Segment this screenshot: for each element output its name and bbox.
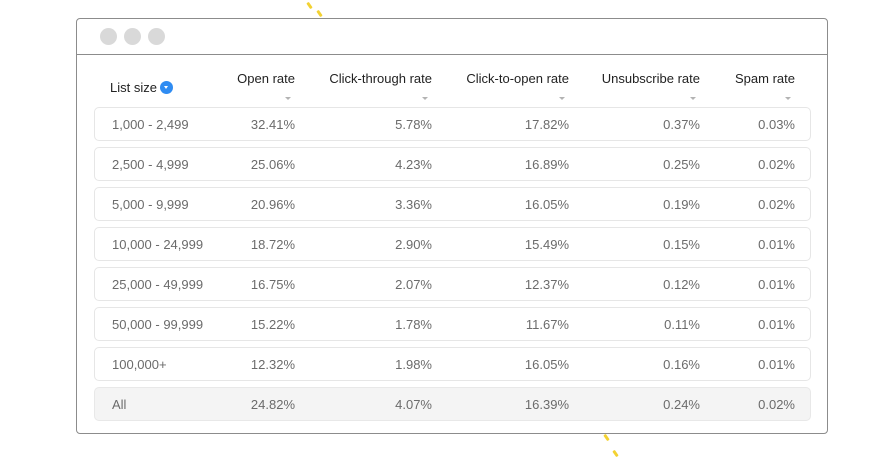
column-header-open-rate[interactable]: Open rate bbox=[237, 71, 295, 86]
cell-click-to-open-rate: 11.67% bbox=[525, 317, 569, 332]
cell-unsubscribe-rate: 0.16% bbox=[663, 357, 700, 372]
decoration-dash bbox=[603, 433, 610, 442]
table-header: List size Open rate Click-through rate C… bbox=[77, 55, 827, 107]
column-header-label: Unsubscribe rate bbox=[601, 71, 700, 86]
cell-spam-rate: 0.02% bbox=[758, 397, 795, 412]
column-header-unsubscribe-rate[interactable]: Unsubscribe rate bbox=[602, 71, 700, 86]
cell-unsubscribe-rate: 0.11% bbox=[664, 317, 700, 332]
window-dot-maximize[interactable] bbox=[148, 28, 165, 45]
column-header-label: Click-through rate bbox=[329, 71, 432, 86]
column-header-click-through-rate[interactable]: Click-through rate bbox=[329, 71, 432, 86]
cell-open-rate: 16.75% bbox=[250, 277, 295, 292]
cell-list-size: 100,000+ bbox=[112, 357, 167, 372]
table-total-row: All 24.82% 4.07% 16.39% 0.24% 0.02% bbox=[94, 387, 811, 421]
cell-click-to-open-rate: 12.37% bbox=[524, 277, 569, 292]
sort-caret-icon[interactable] bbox=[690, 97, 696, 100]
cell-spam-rate: 0.01% bbox=[758, 277, 795, 292]
cell-click-through-rate: 2.90% bbox=[395, 237, 432, 252]
cell-spam-rate: 0.03% bbox=[758, 117, 795, 132]
column-header-label: Click-to-open rate bbox=[466, 71, 569, 86]
table-row: 100,000+ 12.32% 1.98% 16.05% 0.16% 0.01% bbox=[94, 347, 811, 381]
browser-window: List size Open rate Click-through rate C… bbox=[76, 18, 828, 434]
cell-click-to-open-rate: 16.89% bbox=[524, 157, 569, 172]
cell-list-size: 10,000 - 24,999 bbox=[112, 237, 204, 252]
column-header-label: List size bbox=[110, 80, 157, 95]
cell-open-rate: 32.41% bbox=[250, 117, 295, 132]
cell-click-through-rate: 1.98% bbox=[395, 357, 432, 372]
cell-unsubscribe-rate: 0.25% bbox=[663, 157, 700, 172]
cell-click-to-open-rate: 17.82% bbox=[524, 117, 569, 132]
sort-caret-icon[interactable] bbox=[559, 97, 565, 100]
cell-click-through-rate: 3.36% bbox=[395, 197, 432, 212]
table-row: 2,500 - 4,999 25.06% 4.23% 16.89% 0.25% … bbox=[94, 147, 811, 181]
table-row: 50,000 - 99,999 15.22% 1.78% 11.67% 0.11… bbox=[94, 307, 811, 341]
cell-unsubscribe-rate: 0.37% bbox=[663, 117, 700, 132]
sort-caret-icon[interactable] bbox=[285, 97, 291, 100]
cell-click-to-open-rate: 16.39% bbox=[524, 397, 569, 412]
cell-spam-rate: 0.02% bbox=[758, 157, 795, 172]
cell-click-through-rate: 4.07% bbox=[395, 397, 432, 412]
cell-spam-rate: 0.02% bbox=[758, 197, 795, 212]
sort-caret-icon[interactable] bbox=[422, 97, 428, 100]
cell-list-size: All bbox=[112, 397, 127, 412]
cell-open-rate: 15.22% bbox=[250, 317, 295, 332]
cell-unsubscribe-rate: 0.15% bbox=[663, 237, 700, 252]
cell-open-rate: 24.82% bbox=[250, 397, 295, 412]
cell-list-size: 50,000 - 99,999 bbox=[112, 317, 204, 332]
sort-descending-icon[interactable] bbox=[159, 81, 173, 94]
cell-click-to-open-rate: 15.49% bbox=[524, 237, 569, 252]
window-dot-minimize[interactable] bbox=[124, 28, 141, 45]
decoration-dash bbox=[306, 1, 313, 10]
cell-click-through-rate: 1.78% bbox=[395, 317, 432, 332]
column-header-spam-rate[interactable]: Spam rate bbox=[735, 71, 795, 86]
cell-list-size: 25,000 - 49,999 bbox=[112, 277, 204, 292]
decoration-dash bbox=[612, 449, 619, 458]
table-row: 1,000 - 2,499 32.41% 5.78% 17.82% 0.37% … bbox=[94, 107, 811, 141]
cell-unsubscribe-rate: 0.24% bbox=[663, 397, 700, 412]
cell-click-through-rate: 2.07% bbox=[395, 277, 432, 292]
decoration-dash bbox=[316, 9, 323, 18]
cell-list-size: 2,500 - 4,999 bbox=[112, 157, 189, 172]
column-header-click-to-open-rate[interactable]: Click-to-open rate bbox=[466, 71, 569, 86]
table-row: 25,000 - 49,999 16.75% 2.07% 12.37% 0.12… bbox=[94, 267, 811, 301]
cell-click-to-open-rate: 16.05% bbox=[524, 357, 569, 372]
cell-open-rate: 20.96% bbox=[250, 197, 295, 212]
cell-spam-rate: 0.01% bbox=[758, 357, 795, 372]
table-row: 10,000 - 24,999 18.72% 2.90% 15.49% 0.15… bbox=[94, 227, 811, 261]
window-dot-close[interactable] bbox=[100, 28, 117, 45]
sort-caret-icon[interactable] bbox=[785, 97, 791, 100]
table-row: 5,000 - 9,999 20.96% 3.36% 16.05% 0.19% … bbox=[94, 187, 811, 221]
column-header-label: Spam rate bbox=[735, 71, 795, 86]
cell-open-rate: 12.32% bbox=[250, 357, 295, 372]
cell-unsubscribe-rate: 0.19% bbox=[663, 197, 700, 212]
cell-click-to-open-rate: 16.05% bbox=[524, 197, 569, 212]
cell-list-size: 5,000 - 9,999 bbox=[112, 197, 189, 212]
column-header-list-size[interactable]: List size bbox=[110, 80, 173, 95]
cell-spam-rate: 0.01% bbox=[758, 317, 795, 332]
cell-open-rate: 18.72% bbox=[250, 237, 295, 252]
cell-list-size: 1,000 - 2,499 bbox=[112, 117, 189, 132]
cell-click-through-rate: 4.23% bbox=[395, 157, 432, 172]
column-header-label: Open rate bbox=[237, 71, 295, 86]
cell-unsubscribe-rate: 0.12% bbox=[663, 277, 700, 292]
cell-spam-rate: 0.01% bbox=[758, 237, 795, 252]
window-titlebar bbox=[77, 19, 827, 55]
cell-click-through-rate: 5.78% bbox=[395, 117, 432, 132]
cell-open-rate: 25.06% bbox=[250, 157, 295, 172]
